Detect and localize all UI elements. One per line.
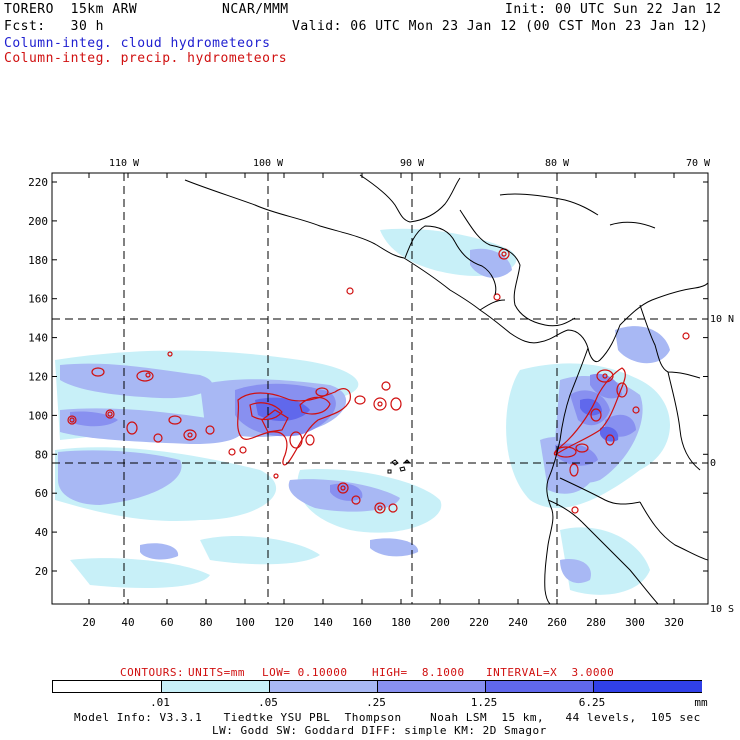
x-tick-label: 320 [664, 616, 684, 629]
coastlines [184, 174, 708, 604]
y-tick-label: 180 [28, 254, 48, 267]
model-physics: LW: Godd SW: Goddard DIFF: simple KM: 2D… [212, 724, 547, 737]
colorbar-label: .01 [150, 696, 170, 709]
longitude-label: 100 W [253, 158, 284, 169]
colorbar-label: 6.25 [578, 696, 606, 709]
longitude-label: 80 W [545, 158, 570, 169]
x-tick-label: 200 [430, 616, 450, 629]
x-tick-label: 40 [121, 616, 134, 629]
longitude-label: 90 W [400, 158, 425, 169]
y-tick-label: 100 [28, 409, 48, 422]
x-tick-label: 60 [160, 616, 173, 629]
contour-units: UNITS=mm [188, 666, 245, 679]
longitude-label: 110 W [109, 158, 140, 169]
x-tick-label: 160 [352, 616, 372, 629]
colorbar-label: .25 [366, 696, 386, 709]
x-tick-label: 260 [547, 616, 567, 629]
colorbar-segment [161, 681, 270, 692]
x-tick-label: 20 [82, 616, 95, 629]
x-tick-label: 100 [235, 616, 255, 629]
x-tick-label: 120 [274, 616, 294, 629]
organization: NCAR/MMM [222, 2, 289, 17]
contour-interval: INTERVAL=X 3.0000 [486, 666, 615, 679]
map-frame [51, 172, 709, 605]
contour-high: HIGH= 8.1000 [372, 666, 465, 679]
latitude-label: 0 [710, 458, 716, 469]
x-tick-label: 180 [391, 616, 411, 629]
colorbar-label: 1.25 [470, 696, 498, 709]
y-tick-label: 20 [35, 565, 48, 578]
y-tick-label: 200 [28, 215, 48, 228]
colorbar-segment [593, 681, 702, 692]
colorbar-label: .05 [258, 696, 278, 709]
y-tick-label: 60 [35, 487, 48, 500]
y-tick-label: 40 [35, 526, 48, 539]
longitude-label: 70 W [686, 158, 711, 169]
valid-time: Valid: 06 UTC Mon 23 Jan 12 (00 CST Mon … [292, 19, 709, 34]
axis-ticks [52, 173, 708, 604]
shading-layer [52, 173, 708, 604]
latitude-label: 10 S [710, 604, 734, 615]
y-tick-label: 120 [28, 371, 48, 384]
axis-labels: 220 200 180 160 140 120 100 80 60 40 20 20 40 60 80 100… [28, 158, 734, 629]
colorbar-unit: mm [694, 696, 708, 709]
colorbar-segment [377, 681, 486, 692]
y-tick-label: 160 [28, 293, 48, 306]
field-precip-hydrometeors: Column-integ. precip. hydrometeors [4, 51, 288, 66]
forecast-hour: Fcst: 30 h [4, 19, 104, 34]
latitude-label: 10 N [710, 314, 734, 325]
colorbar [52, 680, 702, 693]
init-time: Init: 00 UTC Sun 22 Jan 12 [505, 2, 722, 17]
contour-low: LOW= 0.10000 [262, 666, 348, 679]
colorbar-segment [485, 681, 594, 692]
x-tick-label: 240 [508, 616, 528, 629]
y-tick-label: 220 [28, 176, 48, 189]
x-tick-label: 140 [313, 616, 333, 629]
colorbar-segment [53, 681, 161, 692]
x-tick-label: 300 [625, 616, 645, 629]
colorbar-segment [269, 681, 378, 692]
model-title: TORERO 15km ARW [4, 2, 138, 17]
x-tick-label: 220 [469, 616, 489, 629]
y-tick-label: 80 [35, 448, 48, 461]
x-tick-label: 280 [586, 616, 606, 629]
x-tick-label: 80 [199, 616, 212, 629]
contour-label: CONTOURS: [120, 666, 185, 679]
precip-contours [67, 248, 690, 514]
y-tick-label: 140 [28, 332, 48, 345]
field-cloud-hydrometeors: Column-integ. cloud hydrometeors [4, 36, 271, 51]
graticule [52, 173, 708, 604]
model-info: Model Info: V3.3.1 Tiedtke YSU PBL Thomp… [74, 711, 701, 724]
